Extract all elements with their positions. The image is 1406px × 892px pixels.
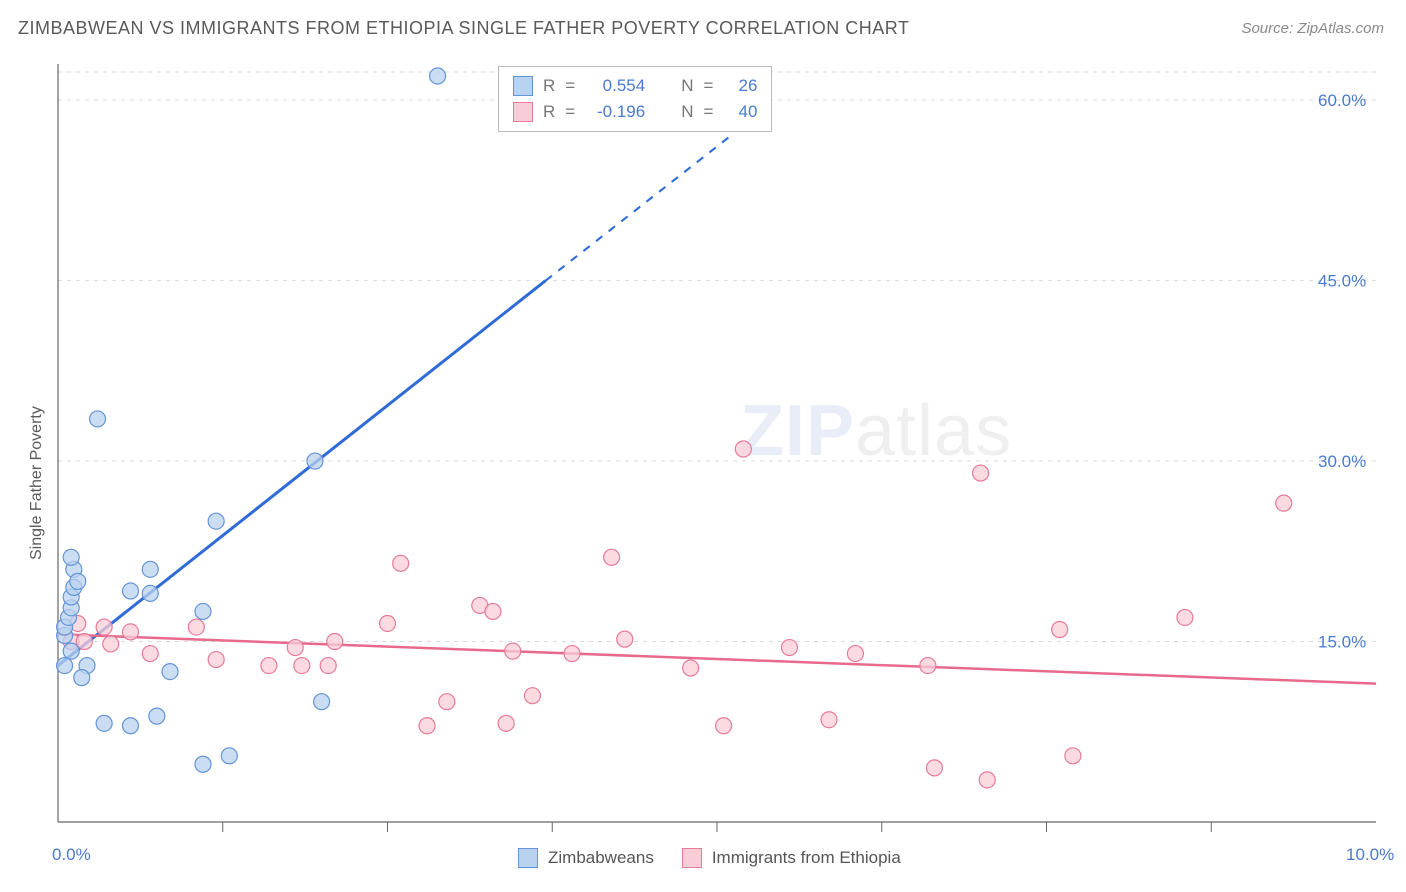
point-series1	[57, 658, 73, 674]
point-series1	[63, 643, 79, 659]
point-series2	[287, 640, 303, 656]
point-series2	[1065, 748, 1081, 764]
n-label: N	[681, 73, 693, 99]
series-legend: Zimbabweans Immigrants from Ethiopia	[518, 848, 901, 868]
legend-swatch	[518, 848, 538, 868]
series-legend-item: Immigrants from Ethiopia	[682, 848, 901, 868]
point-series1	[142, 585, 158, 601]
series-legend-label: Immigrants from Ethiopia	[712, 848, 901, 868]
equals-sign: =	[704, 99, 714, 125]
y-tick-label: 60.0%	[1318, 91, 1366, 110]
point-series2	[524, 688, 540, 704]
r-value: -0.196	[585, 99, 645, 125]
stats-legend-row: R = -0.196 N = 40	[513, 99, 757, 125]
point-series1	[221, 748, 237, 764]
n-value: 40	[723, 99, 757, 125]
point-series2	[419, 718, 435, 734]
point-series1	[430, 68, 446, 84]
scatter-chart: 0.0% 10.0% 15.0% 30.0% 45.0% 60.0%	[0, 0, 1406, 892]
point-series2	[122, 624, 138, 640]
point-series2	[393, 555, 409, 571]
point-series1	[122, 718, 138, 734]
point-series2	[1276, 495, 1292, 511]
point-series2	[979, 772, 995, 788]
point-series1	[195, 603, 211, 619]
series-legend-label: Zimbabweans	[548, 848, 654, 868]
point-series2	[96, 619, 112, 635]
point-series1	[90, 411, 106, 427]
point-series2	[617, 631, 633, 647]
point-series2	[920, 658, 936, 674]
point-series2	[439, 694, 455, 710]
point-series2	[485, 603, 501, 619]
r-value: 0.554	[585, 73, 645, 99]
stats-legend-row: R = 0.554 N = 26	[513, 73, 757, 99]
point-series1	[142, 561, 158, 577]
point-series1	[122, 583, 138, 599]
y-tick-label: 30.0%	[1318, 452, 1366, 471]
point-series1	[314, 694, 330, 710]
point-series2	[294, 658, 310, 674]
point-series2	[320, 658, 336, 674]
point-series2	[564, 646, 580, 662]
point-series2	[973, 465, 989, 481]
point-series2	[683, 660, 699, 676]
point-series1	[307, 453, 323, 469]
point-series1	[70, 573, 86, 589]
trend-line-series1-dash	[546, 136, 731, 280]
n-label: N	[681, 99, 693, 125]
point-series2	[498, 715, 514, 731]
point-series2	[1177, 609, 1193, 625]
legend-swatch	[513, 76, 533, 96]
n-value: 26	[723, 73, 757, 99]
point-series2	[380, 615, 396, 631]
legend-swatch	[682, 848, 702, 868]
equals-sign: =	[565, 73, 575, 99]
equals-sign: =	[565, 99, 575, 125]
point-series1	[208, 513, 224, 529]
point-series2	[188, 619, 204, 635]
point-series1	[195, 756, 211, 772]
x-tick-label: 10.0%	[1346, 845, 1394, 864]
point-series1	[74, 670, 90, 686]
point-series2	[142, 646, 158, 662]
point-series2	[505, 643, 521, 659]
point-series2	[821, 712, 837, 728]
point-series2	[208, 652, 224, 668]
point-series2	[847, 646, 863, 662]
x-tick-label: 0.0%	[52, 845, 91, 864]
point-series1	[63, 549, 79, 565]
point-series2	[103, 636, 119, 652]
r-label: R	[543, 73, 555, 99]
point-series2	[327, 634, 343, 650]
legend-swatch	[513, 102, 533, 122]
point-series2	[926, 760, 942, 776]
point-series1	[162, 664, 178, 680]
point-series1	[149, 708, 165, 724]
stats-legend: R = 0.554 N = 26 R = -0.196 N = 40	[498, 66, 772, 132]
point-series2	[716, 718, 732, 734]
point-series2	[1052, 621, 1068, 637]
series-legend-item: Zimbabweans	[518, 848, 654, 868]
equals-sign: =	[704, 73, 714, 99]
point-series2	[781, 640, 797, 656]
point-series1	[96, 715, 112, 731]
point-series2	[735, 441, 751, 457]
y-tick-label: 45.0%	[1318, 272, 1366, 291]
point-series2	[604, 549, 620, 565]
point-series2	[261, 658, 277, 674]
y-tick-label: 15.0%	[1318, 633, 1366, 652]
r-label: R	[543, 99, 555, 125]
